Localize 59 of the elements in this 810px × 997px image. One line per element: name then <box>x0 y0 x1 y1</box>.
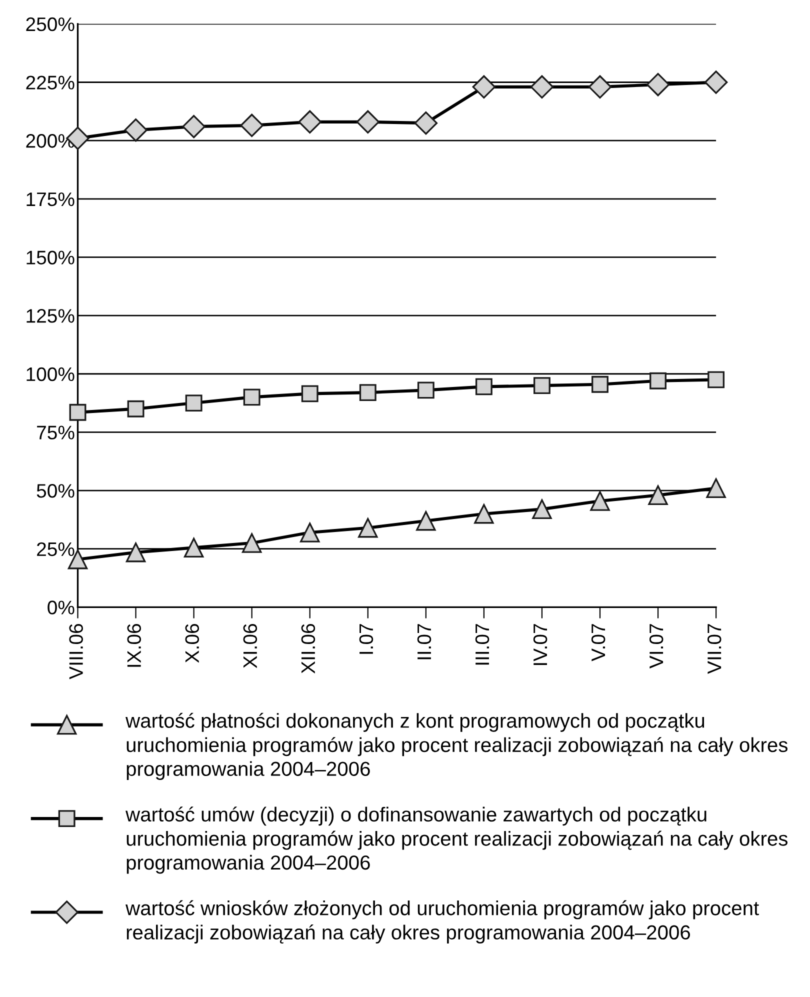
y-tick-label: 150% <box>26 250 74 264</box>
point <box>416 510 436 531</box>
point <box>704 70 728 94</box>
x-tick-label: VI.07 <box>649 624 664 668</box>
y-tick-label: 0% <box>48 600 74 614</box>
x-tick-label: VIII.06 <box>69 624 83 680</box>
point <box>298 110 322 134</box>
point <box>588 75 612 99</box>
point <box>474 504 494 524</box>
x-tick-label: VII.07 <box>707 624 722 674</box>
point <box>592 376 608 393</box>
point <box>706 478 726 498</box>
point <box>648 485 668 506</box>
y-tick-label: 250% <box>26 17 74 32</box>
point <box>590 491 610 511</box>
point <box>708 371 725 388</box>
y-tick-label: 100% <box>26 367 74 382</box>
point <box>472 75 496 99</box>
y-tick-label: 25% <box>37 542 74 556</box>
x-tick-label: XII.06 <box>301 624 316 674</box>
point <box>530 75 554 99</box>
point <box>356 110 380 134</box>
point <box>124 118 148 142</box>
point <box>358 518 378 538</box>
x-tick-label: IV.07 <box>533 624 548 665</box>
x-tick-label: V.07 <box>591 624 606 662</box>
point <box>185 394 202 412</box>
point <box>533 377 550 394</box>
point <box>242 533 262 553</box>
x-tick-label: I.07 <box>359 624 374 654</box>
y-tick-label: 125% <box>26 309 74 323</box>
legend-label: wartość umów (decyzji) o dofinansowanie zawartych od początku uruchomienia programów jako procent realizacji zobowiązań na cały okres programowania 2004–2006 <box>126 806 788 874</box>
legend-label: wartość wniosków złożonych od uruchomienia programów jako procent realizacji zobowiązań na cały okres programowania 2004–2006 <box>126 900 759 944</box>
point <box>127 400 144 418</box>
x-tick-label: III.07 <box>475 624 490 665</box>
point <box>301 385 318 402</box>
point <box>69 404 86 421</box>
point <box>417 382 434 399</box>
point <box>532 499 552 520</box>
x-tick-label: X.06 <box>185 624 200 663</box>
point <box>359 384 376 402</box>
y-tick-label: 175% <box>26 192 74 206</box>
point <box>414 111 438 135</box>
x-tick-label: II.07 <box>417 624 432 660</box>
point <box>243 388 260 406</box>
x-tick-label: XI.06 <box>243 624 258 668</box>
point <box>126 542 146 562</box>
point <box>650 372 666 390</box>
x-tick-label: IX.06 <box>127 624 142 667</box>
y-tick-label: 50% <box>36 484 74 498</box>
y-tick-label: 75% <box>37 426 74 440</box>
point <box>475 378 492 396</box>
point <box>184 538 204 558</box>
point <box>240 114 264 138</box>
y-tick-label: 225% <box>26 76 74 90</box>
legend-label: wartość płatności dokonanych z kont programowych od początku uruchomienia programów jako procent realizacji zobowiązań na cały okres programowania 2004–2006 <box>126 712 788 780</box>
point <box>182 114 206 138</box>
point <box>300 522 320 542</box>
point <box>646 72 670 96</box>
